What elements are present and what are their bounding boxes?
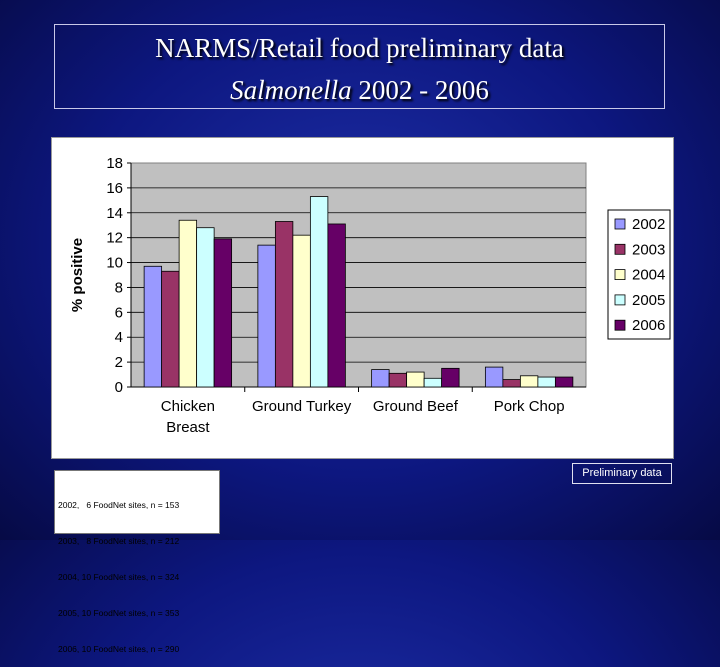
chart-panel: 0 2 4 6 8 10 12 14 16 18 % positive Chicken Breast Gr… [51, 137, 674, 459]
note-line: 2006, 10 FoodNet sites, n = 290 [58, 644, 180, 654]
bar [143, 265, 163, 388]
legend-box [607, 209, 671, 340]
slide-subtitle: Salmonella 2002 - 2006 [55, 73, 664, 107]
note-line: 2005, 10 FoodNet sites, n = 353 [58, 608, 180, 618]
y-tick-label: 12 [106, 230, 123, 247]
bar [196, 227, 215, 388]
y-tick-label: 4 [115, 329, 123, 346]
year-range: 2002 - 2006 [351, 75, 489, 105]
x-category-label: Ground Beef [373, 398, 459, 415]
legend-swatch [614, 218, 626, 230]
note-line: 2003, 8 FoodNet sites, n = 212 [58, 536, 180, 546]
bar [554, 376, 574, 388]
bar [292, 234, 311, 388]
bar [161, 270, 180, 388]
legend-swatch [614, 269, 626, 281]
slide-title: NARMS/Retail food preliminary data [155, 33, 564, 63]
bar [257, 244, 276, 388]
bar [441, 367, 460, 388]
bar [178, 219, 198, 388]
preliminary-data-label: Preliminary data [572, 463, 672, 484]
legend-label: 2006 [632, 317, 665, 334]
bar [371, 369, 390, 388]
y-tick-label: 0 [115, 379, 123, 396]
y-tick-label: 18 [106, 155, 123, 172]
y-axis-label: % positive [69, 238, 86, 312]
y-tick-label: 10 [106, 255, 123, 272]
bar [423, 377, 443, 388]
bar [484, 366, 504, 388]
legend-label: 2003 [632, 241, 665, 258]
legend-label: 2005 [632, 292, 665, 309]
bar [213, 238, 233, 388]
note-line: 2004, 10 FoodNet sites, n = 324 [58, 572, 180, 582]
bar [327, 223, 346, 388]
bar [502, 379, 521, 388]
legend-swatch [614, 319, 626, 331]
x-category-label: Chicken [161, 398, 215, 415]
organism-name: Salmonella [230, 75, 352, 105]
y-tick-label: 14 [106, 205, 123, 222]
bar [519, 375, 539, 388]
bar [406, 371, 425, 388]
bar [274, 221, 294, 388]
legend-swatch [614, 294, 626, 306]
legend-swatch [614, 243, 626, 255]
y-tick-label: 16 [106, 180, 123, 197]
y-tick-label: 8 [115, 279, 123, 296]
x-category-label: Ground Turkey [252, 398, 352, 415]
bar [388, 372, 408, 388]
bar-chart: 0 2 4 6 8 10 12 14 16 18 % positive Chicken Breast Gr… [69, 155, 671, 436]
legend-label: 2004 [632, 267, 665, 284]
legend-label: 2002 [632, 216, 665, 233]
slide-title-box: NARMS/Retail food preliminary data Salmo… [54, 24, 665, 109]
bar [309, 196, 329, 388]
sample-notes-box: 2002, 6 FoodNet sites, n = 153 2003, 8 F… [54, 470, 220, 654]
x-category-label: Breast [166, 419, 210, 436]
bar [537, 376, 556, 388]
y-tick-label: 6 [115, 304, 123, 321]
note-line: 2002, 6 FoodNet sites, n = 153 [58, 500, 180, 510]
y-tick-label: 2 [115, 354, 123, 371]
x-category-label: Pork Chop [494, 398, 565, 415]
